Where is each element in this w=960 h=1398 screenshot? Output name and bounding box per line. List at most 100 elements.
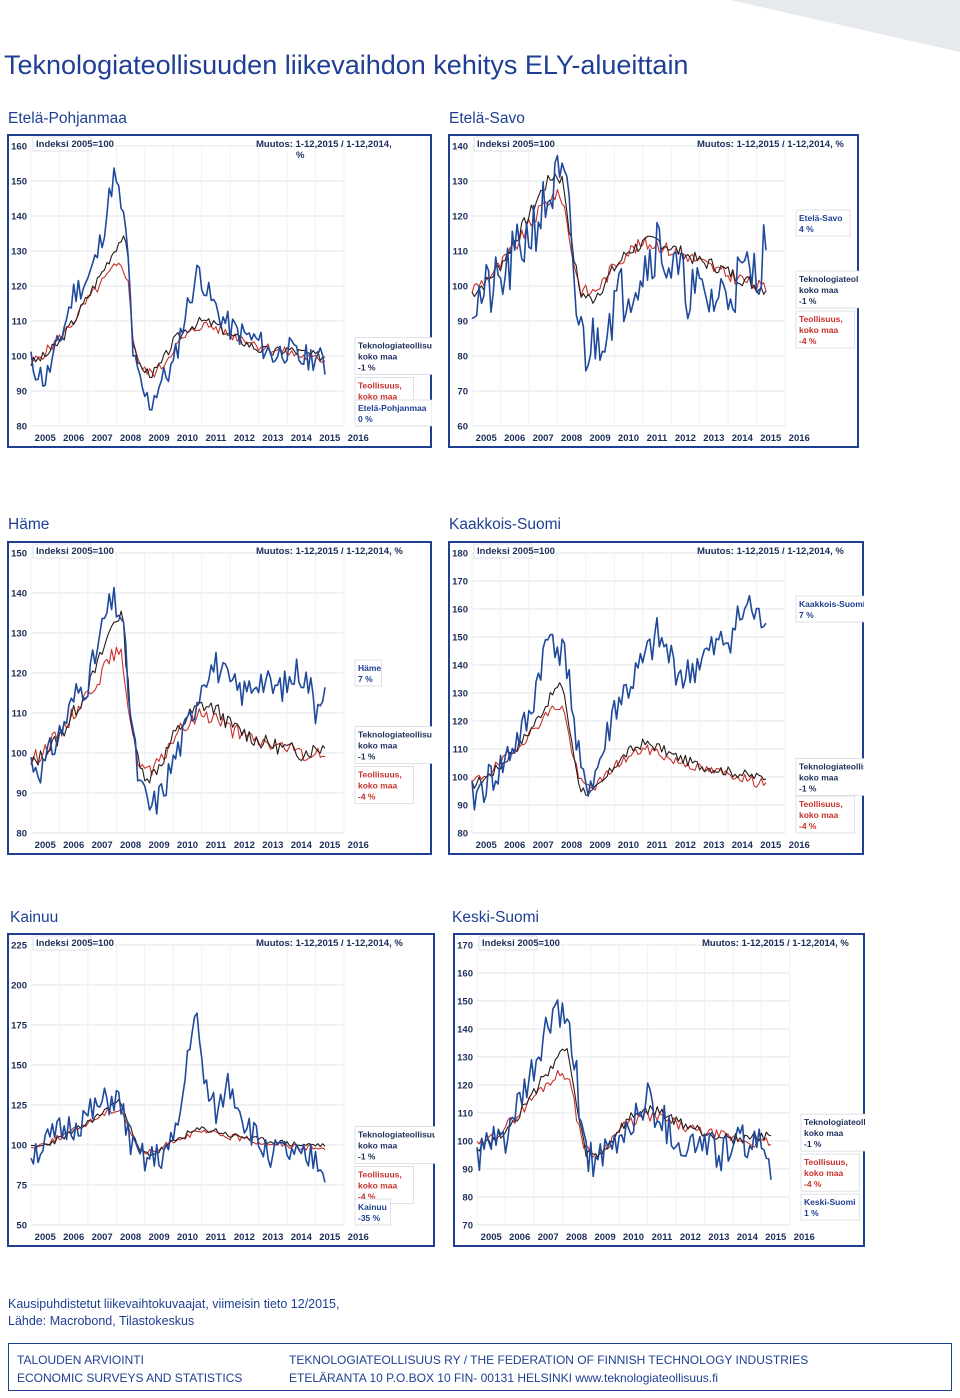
- annotation-tech: Teknologiateollisuus,: [358, 341, 432, 351]
- annotation-tech: Teknologiateollisuus,: [358, 1130, 435, 1140]
- y-tick-label: 150: [11, 549, 27, 560]
- y-tick-label: 90: [457, 801, 468, 812]
- annotation-box-tech: [800, 1113, 865, 1152]
- annotation-tech: -1 %: [358, 1152, 376, 1162]
- x-tick-label: 2011: [652, 1232, 673, 1243]
- x-tick-label: 2005: [35, 433, 57, 444]
- series-line-region: [30, 586, 326, 815]
- y-tick-label: 140: [452, 142, 468, 153]
- x-tick-label: 2013: [703, 840, 724, 851]
- series-line-ind: [476, 1069, 772, 1160]
- y-tick-label: 120: [11, 669, 27, 680]
- chart-hame: 80 90 100 110 120 130 140 150 2005 2006 2007 2008 20…: [7, 541, 432, 855]
- y-tick-label: 70: [457, 387, 468, 398]
- chart-svg: 80 90 100 110 120 130 140 150 160 2005 2006 2007 200…: [7, 134, 432, 448]
- y-tick-label: 100: [452, 282, 468, 293]
- x-tick-label: 2015: [765, 1232, 787, 1243]
- corner-decoration: [730, 0, 960, 52]
- y-tick-label: 60: [457, 422, 468, 433]
- y-tick-label: 80: [457, 352, 468, 363]
- x-tick-label: 2005: [35, 1232, 57, 1243]
- x-tick-label: 2011: [206, 840, 227, 851]
- annotation-tech: koko maa: [358, 1141, 397, 1151]
- chart-kaakkois-suomi: 80 90 100 110 120 130 140 150 160 170 180 2005 2006 2…: [448, 541, 864, 855]
- x-tick-label: 2014: [291, 840, 313, 851]
- footer-address: ETELÄRANTA 10 P.O.BOX 10 FIN- 00131 HELS…: [289, 1371, 719, 1385]
- index-label: Indeksi 2005=100: [36, 139, 114, 150]
- chart-title-kaakkois-suomi: Kaakkois-Suomi: [449, 516, 561, 533]
- annotation-ind: -4 %: [358, 1192, 376, 1202]
- y-tick-label: 100: [11, 352, 27, 363]
- annotation-tech: Teknologiateollisuus,: [799, 274, 859, 284]
- index-label-box: [32, 136, 92, 152]
- index-label-box: [32, 935, 92, 951]
- x-tick-label: 2007: [538, 1232, 559, 1243]
- y-tick-label: 130: [452, 689, 468, 700]
- y-tick-label: 120: [457, 1081, 473, 1092]
- chart-frame: [453, 933, 865, 1247]
- y-tick-label: 70: [462, 1221, 473, 1232]
- x-tick-label: 2010: [177, 840, 198, 851]
- y-tick-label: 75: [16, 1181, 27, 1192]
- annotation-ind: koko maa: [799, 810, 838, 820]
- annotation-box-tech: [795, 270, 859, 309]
- y-tick-label: 90: [462, 1165, 473, 1176]
- annotation-tech: -1 %: [804, 1139, 822, 1149]
- annotation-ind: Teollisuus,: [799, 314, 843, 324]
- x-tick-label: 2015: [760, 433, 782, 444]
- annotation-region: 7 %: [799, 610, 814, 620]
- x-tick-label: 2012: [234, 840, 255, 851]
- x-tick-label: 2013: [708, 1232, 729, 1243]
- series-line-tech: [30, 1098, 326, 1158]
- annotation-tech: koko maa: [358, 352, 397, 362]
- x-tick-label: 2008: [561, 840, 582, 851]
- footer-unit-en: ECONOMIC SURVEYS AND STATISTICS: [17, 1371, 243, 1385]
- annotation-region: 4 %: [799, 224, 814, 234]
- index-label: Indeksi 2005=100: [477, 546, 555, 557]
- y-tick-label: 180: [452, 549, 468, 560]
- x-tick-label: 2005: [476, 433, 498, 444]
- chart-etela-pohjanmaa: 80 90 100 110 120 130 140 150 160 2005 2006 2007 200…: [7, 134, 432, 448]
- x-tick-label: 2009: [148, 1232, 169, 1243]
- annotation-tech: koko maa: [799, 773, 838, 783]
- y-tick-label: 100: [452, 773, 468, 784]
- annotation-box-ind: [795, 795, 855, 834]
- series-line-tech: [471, 682, 767, 796]
- y-tick-label: 110: [12, 709, 27, 720]
- y-tick-label: 140: [457, 1025, 473, 1036]
- annotation-tech: -1 %: [358, 363, 376, 373]
- x-tick-label: 2013: [703, 433, 724, 444]
- x-tick-label: 2012: [680, 1232, 701, 1243]
- annotation-region: Keski-Suomi: [804, 1197, 856, 1207]
- x-tick-label: 2016: [794, 1232, 815, 1243]
- x-tick-label: 2016: [348, 1232, 369, 1243]
- annotation-tech: -1 %: [799, 296, 817, 306]
- x-tick-label: 2013: [262, 1232, 283, 1243]
- chart-title-kainuu: Kainuu: [10, 909, 59, 926]
- y-tick-label: 160: [457, 969, 473, 980]
- chart-svg: 60 70 80 90 100 110 120 130 140 2005 2006 2007 2008 2…: [448, 134, 859, 448]
- change-label: Muutos: 1-12,2015 / 1-12,2014, %: [697, 139, 844, 150]
- annotation-tech: Teknologiateollisuus,: [804, 1117, 865, 1127]
- chart-title-etela-pohjanmaa: Etelä-Pohjanmaa: [8, 110, 127, 127]
- footer-unit: TALOUDEN ARVIOINTI: [17, 1353, 144, 1367]
- x-tick-label: 2005: [481, 1232, 503, 1243]
- x-tick-label: 2011: [206, 433, 227, 444]
- x-tick-label: 2014: [291, 433, 313, 444]
- annotation-ind: Teollisuus,: [358, 1170, 402, 1180]
- y-tick-label: 130: [11, 629, 27, 640]
- y-tick-label: 120: [452, 212, 468, 223]
- annotation-region: Etelä-Savo: [799, 213, 842, 223]
- x-tick-label: 2013: [262, 840, 283, 851]
- annotation-ind: koko maa: [358, 781, 397, 791]
- x-tick-label: 2008: [561, 433, 582, 444]
- chart-title-hame: Häme: [8, 516, 50, 533]
- x-tick-label: 2015: [319, 433, 341, 444]
- annotation-ind: koko maa: [358, 1181, 397, 1191]
- y-tick-label: 160: [11, 142, 27, 153]
- x-tick-label: 2016: [348, 840, 369, 851]
- y-tick-label: 130: [457, 1053, 473, 1064]
- chart-etela-savo: 60 70 80 90 100 110 120 130 140 2005 2006 2007 2008 2…: [448, 134, 859, 448]
- index-label-box: [473, 136, 533, 152]
- y-tick-label: 80: [16, 422, 27, 433]
